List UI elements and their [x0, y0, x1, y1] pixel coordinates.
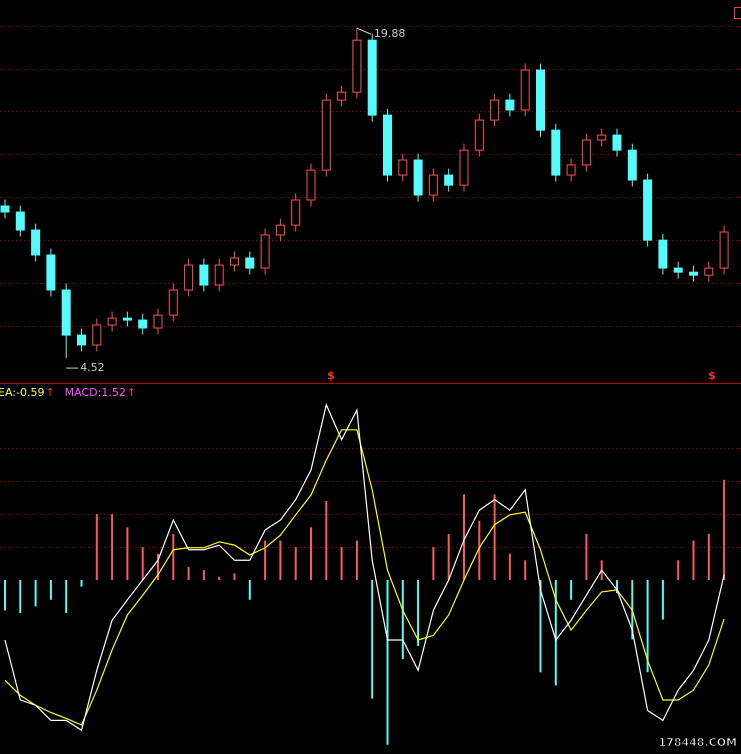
candle-body	[61, 289, 71, 336]
candle-body	[581, 139, 591, 166]
candle-body	[627, 149, 637, 181]
legend-label: EA:-0.59	[0, 386, 44, 399]
candle-body	[536, 69, 545, 131]
candle-body	[107, 317, 117, 326]
candle-body	[658, 239, 668, 269]
candle-body	[474, 119, 484, 151]
candle-body	[153, 314, 163, 329]
candle-body	[0, 205, 10, 213]
candle-body	[337, 91, 347, 101]
candle-body	[321, 99, 331, 171]
candle-body	[704, 267, 714, 276]
candle-body	[77, 334, 86, 346]
candle-body	[184, 264, 194, 291]
candle-body	[15, 211, 25, 231]
legend-label: MACD:1.52	[65, 386, 126, 399]
candle-body	[260, 234, 270, 269]
legend-arrow: ↑	[45, 386, 54, 399]
min-label: 4.52	[80, 361, 105, 374]
candle-body	[275, 224, 285, 236]
max-label: 19.88	[374, 27, 406, 40]
candle-body	[92, 324, 102, 346]
candle-body	[31, 229, 41, 256]
candle-body	[199, 264, 209, 286]
candle-body	[719, 231, 729, 269]
signal-marker: $	[327, 369, 335, 382]
candle-body	[413, 159, 423, 196]
candle-body	[566, 164, 576, 176]
candle-body	[291, 199, 301, 226]
candle-body	[383, 114, 392, 176]
candle-body	[230, 257, 239, 266]
candle-body	[352, 39, 362, 93]
candle-body	[597, 134, 607, 141]
candle-body	[459, 149, 469, 186]
candle-body	[122, 317, 132, 321]
candle-body	[214, 264, 224, 286]
dea-line	[4, 429, 725, 726]
candle-body	[505, 99, 515, 111]
candle-body	[428, 174, 438, 196]
corner-box	[734, 7, 741, 19]
candle-body	[673, 267, 683, 273]
legend-arrow: ↑	[127, 386, 136, 399]
candle-body	[46, 254, 56, 291]
candle-body	[643, 179, 653, 241]
candle-body	[551, 129, 561, 176]
candle-body	[367, 39, 377, 116]
dif-line	[4, 402, 725, 732]
candle-body	[490, 99, 500, 121]
candle-body	[612, 134, 622, 151]
candle-body	[245, 257, 255, 269]
candle-body	[444, 174, 454, 186]
candle-body	[306, 169, 316, 201]
max-pointer	[356, 27, 372, 35]
candle-body	[398, 159, 408, 176]
candle-body	[520, 69, 530, 111]
candle-body	[138, 319, 148, 329]
candle-body	[168, 289, 178, 316]
candle-body	[689, 271, 698, 276]
signal-marker: $	[708, 369, 716, 382]
watermark: 178448.COM	[659, 736, 737, 749]
